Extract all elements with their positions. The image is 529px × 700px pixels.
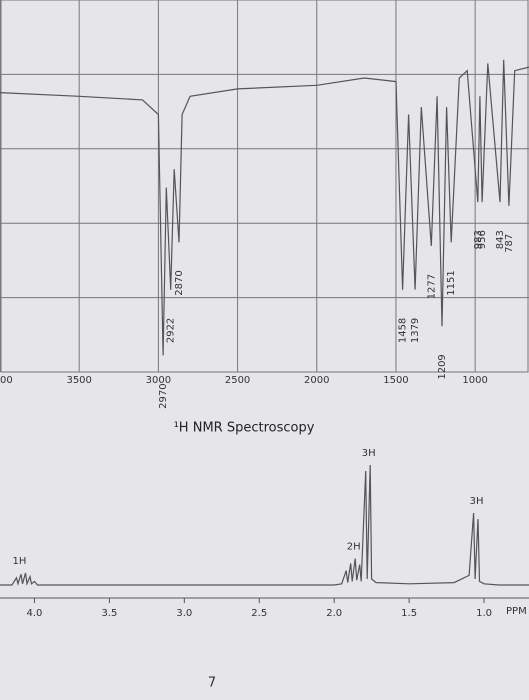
x-tick-label: 1.5 (401, 608, 417, 619)
peak-label: 843 (495, 230, 506, 249)
peak-label: 2870 (174, 270, 185, 295)
x-tick-label: 3500 (66, 375, 91, 386)
nmr-title: ¹H NMR Spectroscopy (174, 421, 315, 436)
x-tick-label: 1.0 (476, 608, 492, 619)
x-tick-label: 3.5 (101, 608, 117, 619)
x-tick-label: 2000 (304, 375, 329, 386)
integration-label: 2H (347, 542, 361, 553)
peak-label: 1151 (446, 270, 457, 295)
x-tick-label: 2.5 (251, 608, 267, 619)
x-tick-label: 4000 (0, 375, 13, 386)
x-tick-label: 2.0 (326, 608, 342, 619)
peak-label: 2970 (158, 383, 169, 408)
x-tick-label: 4.0 (27, 608, 43, 619)
x-axis-label: PPM (506, 606, 527, 617)
peak-label: 1277 (426, 274, 437, 299)
spectrum-line (0, 464, 529, 587)
peak-label: 1209 (437, 354, 448, 379)
page-number: 7 (208, 676, 216, 691)
peak-label: 1379 (410, 318, 421, 343)
plot-frame (0, 0, 529, 373)
peak-label: 983 (473, 230, 484, 249)
integration-label: 1H (13, 556, 27, 567)
peak-label: 956 (477, 230, 488, 249)
x-tick-label: 1000 (462, 375, 487, 386)
peak-label: 1458 (398, 318, 409, 343)
x-tick-label: 3.0 (176, 608, 192, 619)
integration-label: 3H (470, 496, 484, 507)
x-tick-label: 1500 (383, 375, 408, 386)
peak-label: 787 (504, 234, 515, 253)
x-tick-label: 2500 (225, 375, 250, 386)
integration-label: 3H (362, 448, 376, 459)
spectrum-line (0, 59, 529, 356)
x-tick-label: 3000 (146, 375, 171, 386)
peak-label: 2922 (166, 318, 177, 343)
